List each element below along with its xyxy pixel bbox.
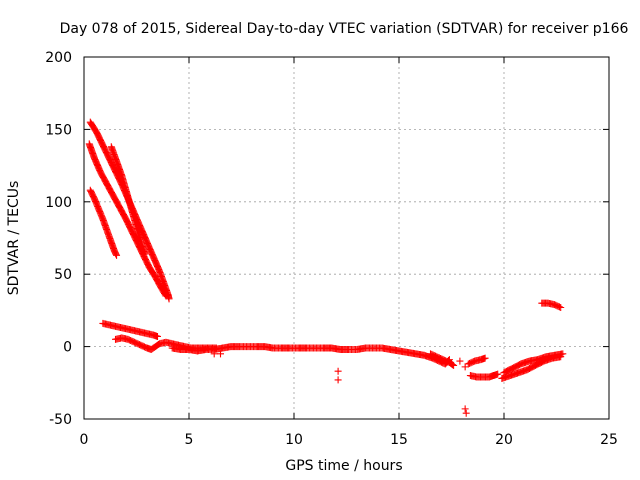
series-isolated: [210, 350, 470, 417]
series-late-arc-3: [464, 354, 489, 368]
x-tick-label: 0: [80, 432, 89, 448]
y-tick-label: 50: [54, 267, 72, 283]
data-point: [165, 295, 173, 303]
plot-frame: [83, 56, 610, 420]
data-point: [449, 361, 457, 369]
y-axis-label: SDTVAR / TECUs: [6, 181, 22, 296]
series-middle-band: [168, 343, 453, 368]
data-point: [494, 370, 502, 378]
axis-ticks: 0 5 10 15 20 25 -50 0 50 100 150 200: [45, 50, 618, 448]
y-tick-label: 0: [63, 340, 72, 356]
data-point: [217, 350, 224, 358]
series-late-arc-2: [466, 370, 502, 381]
series-arc-c: [86, 186, 121, 259]
data-point: [162, 292, 170, 300]
x-tick-label: 5: [185, 432, 194, 448]
data-point: [141, 250, 149, 258]
grid: [84, 57, 609, 419]
data-point: [461, 363, 469, 371]
x-axis-label: GPS time / hours: [285, 458, 402, 474]
series-late-arc-6: [538, 299, 565, 312]
data-point: [456, 357, 464, 365]
data-point: [161, 291, 169, 299]
series-late-arc-5: [500, 350, 567, 377]
x-tick-label: 25: [600, 432, 618, 448]
data-point: [210, 350, 218, 358]
data-point: [462, 409, 470, 417]
y-tick-label: 100: [45, 195, 72, 211]
data-point: [559, 350, 567, 358]
series-arc-b: [85, 140, 170, 300]
data-point: [154, 332, 161, 340]
y-tick-label: -50: [49, 412, 72, 428]
data-point: [450, 361, 458, 369]
y-tick-label: 200: [45, 50, 72, 66]
chart-title: Day 078 of 2015, Sidereal Day-to-day VTE…: [60, 21, 629, 37]
data-point: [113, 251, 121, 259]
data-point: [334, 376, 342, 384]
x-tick-label: 10: [285, 432, 303, 448]
data-point: [555, 303, 563, 311]
y-tick-label: 150: [45, 122, 72, 138]
series-arc-d: [107, 143, 149, 258]
x-tick-label: 15: [390, 432, 408, 448]
data-points: [85, 118, 567, 417]
data-point: [481, 354, 489, 362]
data-point: [557, 304, 565, 312]
series-low-arc-1: [99, 319, 161, 340]
series-late-arc-1: [427, 350, 458, 369]
x-tick-label: 20: [495, 432, 513, 448]
data-point: [334, 367, 342, 375]
data-point: [461, 405, 469, 413]
